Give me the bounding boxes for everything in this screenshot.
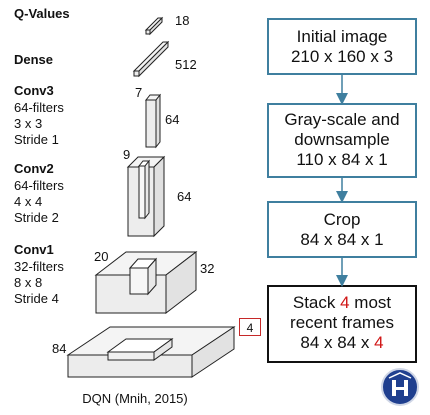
conv1-depth: 32 [200, 261, 215, 276]
conv3-kernel: 3 x 3 [14, 116, 43, 131]
pipeline-step-subtitle: recent frames [290, 313, 394, 332]
pipeline-grayscale-downsample: Gray-scale and downsample 110 x 84 x 1 [267, 103, 417, 178]
dense-block [132, 40, 170, 78]
conv2-depth: 64 [177, 189, 192, 204]
conv2-block [126, 155, 166, 238]
conv3-filters: 64-filters [14, 100, 64, 115]
pipeline-initial-image: Initial image 210 x 160 x 3 [267, 18, 417, 75]
conv2-filters: 64-filters [14, 178, 64, 193]
conv1-width: 20 [94, 249, 109, 264]
dense-size: 512 [175, 57, 197, 72]
pipeline-step-dims: 110 x 84 x 1 [296, 150, 388, 169]
conv1-block [94, 250, 198, 315]
pipeline-step-title: Gray-scale and [284, 110, 400, 129]
conv1-kernel: 8 x 8 [14, 275, 43, 290]
pipeline-step-dims: 210 x 160 x 3 [290, 47, 394, 66]
conv3-stride: Stride 1 [14, 132, 59, 147]
conv2-kernel: 4 x 4 [14, 194, 43, 209]
input-channels-box: 4 [239, 318, 261, 336]
pipeline-step-subtitle: downsample [294, 130, 390, 149]
conv2-label: Conv2 [14, 161, 54, 176]
dense-label: Dense [14, 52, 54, 67]
qvalues-size: 18 [175, 13, 190, 28]
conv3-width: 7 [135, 85, 143, 100]
figure-caption: DQN (Mnih, 2015) [82, 391, 188, 406]
conv2-width: 9 [123, 147, 131, 162]
pipeline-step-title: Initial image [296, 27, 388, 46]
input-width: 84 [52, 341, 67, 356]
conv2-stride: Stride 2 [14, 210, 59, 225]
qvalues-block [144, 16, 164, 36]
pipeline-step-dims: 84 x 84 x 4 [300, 333, 384, 352]
pipeline-step-title: Crop [323, 210, 361, 229]
stack-channels: 4 [374, 333, 384, 352]
conv1-stride: Stride 4 [14, 291, 59, 306]
pipeline-stack-frames: Stack 4 most recent frames 84 x 84 x 4 [267, 285, 417, 363]
university-crest-icon [381, 368, 419, 406]
pipeline-step-title: Stack 4 most [292, 293, 392, 312]
conv1-filters: 32-filters [14, 259, 64, 274]
conv3-label: Conv3 [14, 83, 54, 98]
input-layer-block [66, 326, 236, 378]
pipeline-step-dims: 84 x 84 x 1 [300, 230, 384, 249]
conv3-block [144, 93, 162, 149]
conv1-label: Conv1 [14, 242, 54, 257]
stack-count: 4 [340, 293, 350, 312]
conv3-depth: 64 [165, 112, 180, 127]
qvalues-label: Q-Values [14, 6, 70, 21]
pipeline-crop: Crop 84 x 84 x 1 [267, 201, 417, 258]
